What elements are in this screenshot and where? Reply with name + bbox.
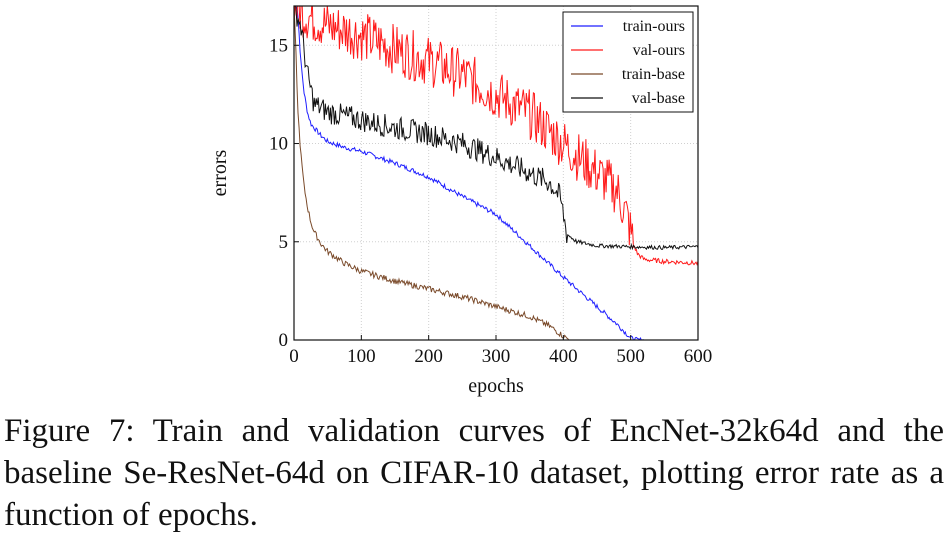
legend-label: train-base [622,66,685,83]
legend-label: train-ours [623,18,685,35]
x-tick-label: 0 [289,346,299,367]
y-tick-label: 10 [269,134,288,155]
legend: train-ours val-ours train-base val-base [562,11,694,113]
series-layer [294,6,698,340]
legend-label: val-base [632,90,685,107]
legend-box [562,11,694,113]
x-tick-label: 600 [684,346,713,367]
series-line-train-ours [294,6,644,340]
y-tick-label: 5 [279,232,289,253]
x-tick-label: 200 [414,346,443,367]
series-line-val-ours [294,6,698,266]
y-tick-label: 15 [269,35,288,56]
figure-caption: Figure 7: Train and validation curves of… [4,413,944,533]
y-axis: 0 5 10 15 [269,35,299,351]
series-line-val-base [295,6,698,251]
x-axis: 0 100 200 300 400 500 600 [289,335,712,367]
x-tick-label: 500 [616,346,645,367]
y-axis-label: errors [209,149,231,196]
y-tick-label: 0 [279,330,289,351]
legend-label: val-ours [633,42,685,59]
chart-area: 0 100 200 300 400 500 600 0 5 10 15 epochs errors… [209,5,712,397]
x-axis-label: epochs [468,375,524,397]
series-line-train-base [294,6,570,340]
x-tick-label: 300 [482,346,511,367]
x-tick-label: 400 [549,346,578,367]
x-tick-label: 100 [347,346,376,367]
